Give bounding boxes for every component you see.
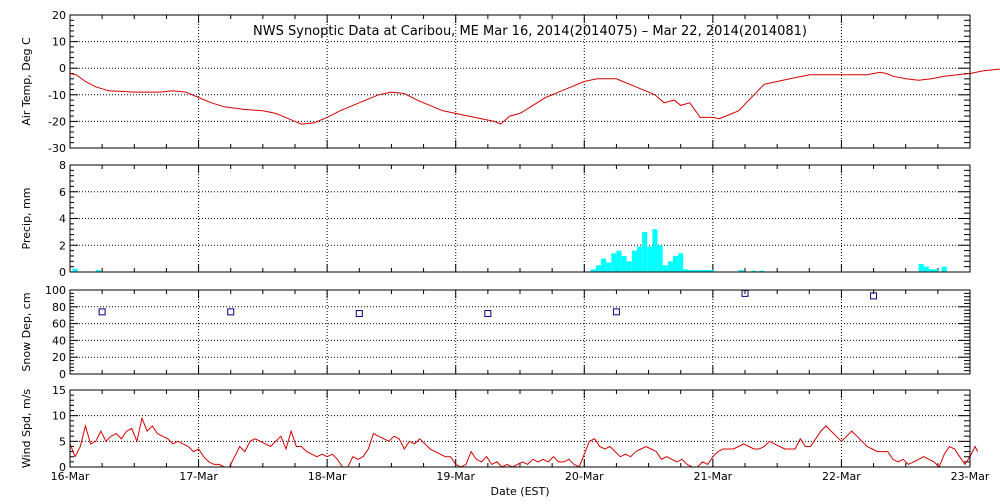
precip-bar [709,270,715,272]
x-tick-label: 20-Mar [565,470,604,483]
y-tick-label: 20 [52,9,66,22]
y-tick-label: 100 [45,284,66,297]
panel-frame [69,14,971,149]
y-tick-label: 4 [59,213,66,226]
x-tick-label: 16-Mar [51,470,90,483]
precip-bar [637,246,643,272]
snow-depth-point [227,308,235,316]
precip-bar [941,266,947,272]
precip-bar [652,229,658,272]
precip-bar [590,269,596,272]
y-tick-label: 2 [59,239,66,252]
y-tick-label: 40 [52,334,66,347]
y-axis-label: Snow Dep, cm [20,292,33,371]
snow-depth-point [484,310,492,318]
panel-4: 0 5 10 15 Wind Spd, m/s [20,384,979,474]
snow-depth-point [98,308,106,316]
precip-bar [657,245,663,273]
precip-bar [923,266,929,272]
y-tick-label: -30 [48,142,66,155]
air-temp-line [69,68,1000,125]
y-tick-label: -20 [48,115,66,128]
precip-bar [759,270,765,272]
x-axis-label: Date (EST) [490,485,549,498]
precip-bar [631,250,637,272]
precip-bar [611,253,617,272]
precip-bar [662,265,668,272]
precip-bar [673,255,679,272]
y-tick-label: 10 [52,36,66,49]
panels: -30 -20 -10 0 10 20 Air Temp, Deg C 0 2 4 6 8 Precip… [20,9,1000,483]
precip-bar [626,261,632,272]
y-tick-label: 0 [59,62,66,75]
y-tick-label: 5 [59,435,66,448]
y-axis-label: Air Temp, Deg C [20,37,33,126]
x-tick-label: 22-Mar [822,470,861,483]
wind-speed-line [69,416,979,468]
x-tick-label: 18-Mar [308,470,347,483]
precip-bar [928,269,934,272]
y-tick-label: 15 [52,384,66,397]
x-tick-label: 17-Mar [179,470,218,483]
precip-bar [642,231,648,272]
panel-3: 0 20 40 60 80 100 Snow Dep, cm [20,284,971,381]
snow-depth-point [612,308,620,316]
precip-bar [667,261,673,272]
precip-bar [934,269,940,272]
panel-frame [69,164,971,273]
y-tick-label: 80 [52,301,66,314]
precip-bar [688,270,694,272]
precip-bar [918,264,924,272]
precip-bar [72,268,78,272]
y-tick-label: -10 [48,89,66,102]
x-tick-label: 21-Mar [693,470,732,483]
precip-bar [621,255,627,272]
x-tick-label: 19-Mar [436,470,475,483]
precip-bar [703,270,709,272]
precip-bar [678,253,684,272]
panel-frame [69,289,971,375]
panel-2: 0 2 4 6 8 Precip, mm [20,159,971,279]
panel-1: -30 -20 -10 0 10 20 Air Temp, Deg C [20,9,1000,155]
precip-bar [595,265,601,272]
y-tick-label: 0 [59,266,66,279]
y-tick-label: 0 [59,368,66,381]
snow-depth-point [355,310,363,318]
y-axis-label: Precip, mm [20,188,33,250]
x-tick-label: 23-Mar [951,470,990,483]
precip-bar [601,258,607,272]
precip-bar [751,270,757,272]
y-tick-label: 8 [59,159,66,172]
y-tick-label: 10 [52,410,66,423]
y-axis-label: Wind Spd, m/s [20,389,33,469]
precip-bar [606,262,612,272]
y-tick-label: 0 [59,461,66,474]
precip-bar [683,269,689,272]
panel-frame [69,389,971,468]
y-tick-label: 60 [52,318,66,331]
y-tick-label: 6 [59,186,66,199]
snow-depth-point [870,292,878,300]
precip-bar [95,270,101,272]
precip-bar [616,250,622,272]
precip-bar [693,270,699,272]
precip-bar [698,270,704,272]
precip-bar [647,246,653,272]
chart-title: NWS Synoptic Data at Caribou, ME Mar 16,… [253,24,807,39]
precip-bar [738,270,744,272]
y-tick-label: 20 [52,351,66,364]
